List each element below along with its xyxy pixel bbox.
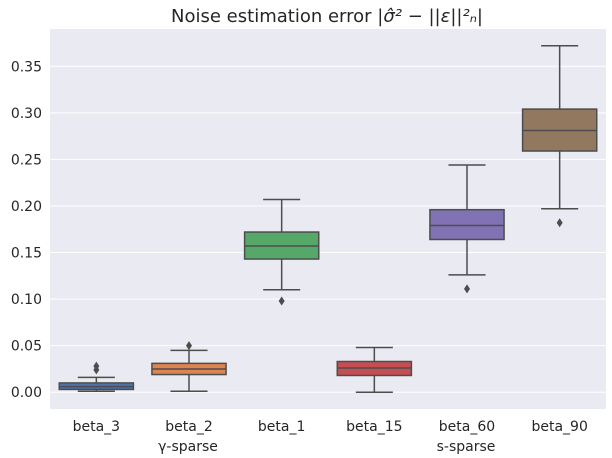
x-tick-label: beta_15 [346,419,402,435]
y-tick-label: 0.30 [11,106,42,122]
x-tick-label: beta_90 [531,419,587,435]
y-ticks: 0.00 0.05 0.10 0.15 0.20 0.25 0.30 0.35 [11,59,42,401]
box-beta_60 [429,208,505,241]
y-tick-label: 0.35 [11,59,42,75]
y-tick-label: 0.05 [11,339,42,355]
x-ticks: beta_3 beta_2 beta_1 beta_15 beta_60 beta_90 [73,419,588,435]
y-tick-label: 0.00 [11,385,42,401]
chart-title: Noise estimation error |σ̂² − ||ε||²ₙ| [171,6,483,27]
y-tick-label: 0.25 [11,152,42,168]
y-tick-label: 0.20 [11,199,42,215]
chart-title-formula: |σ̂² − ||ε||²ₙ| [377,6,483,27]
outlier-point [278,296,285,306]
y-tick-label: 0.10 [11,292,42,308]
outlier-point [186,341,192,351]
group-label-s-sparse: s-sparse [437,439,496,455]
y-tick-label: 0.15 [11,246,42,262]
group-label-gamma-sparse: γ-sparse [158,439,218,455]
boxes [58,45,598,393]
outlier-point [93,361,100,371]
outlier-point [464,284,470,294]
chart-title-text: Noise estimation error [171,6,372,27]
outlier-point [556,218,563,228]
x-tick-label: beta_2 [165,419,212,435]
x-tick-label: beta_3 [73,419,120,435]
x-tick-label: beta_1 [258,419,305,435]
plot-background [50,29,606,409]
x-tick-label: beta_60 [439,419,495,435]
grid [50,65,606,393]
